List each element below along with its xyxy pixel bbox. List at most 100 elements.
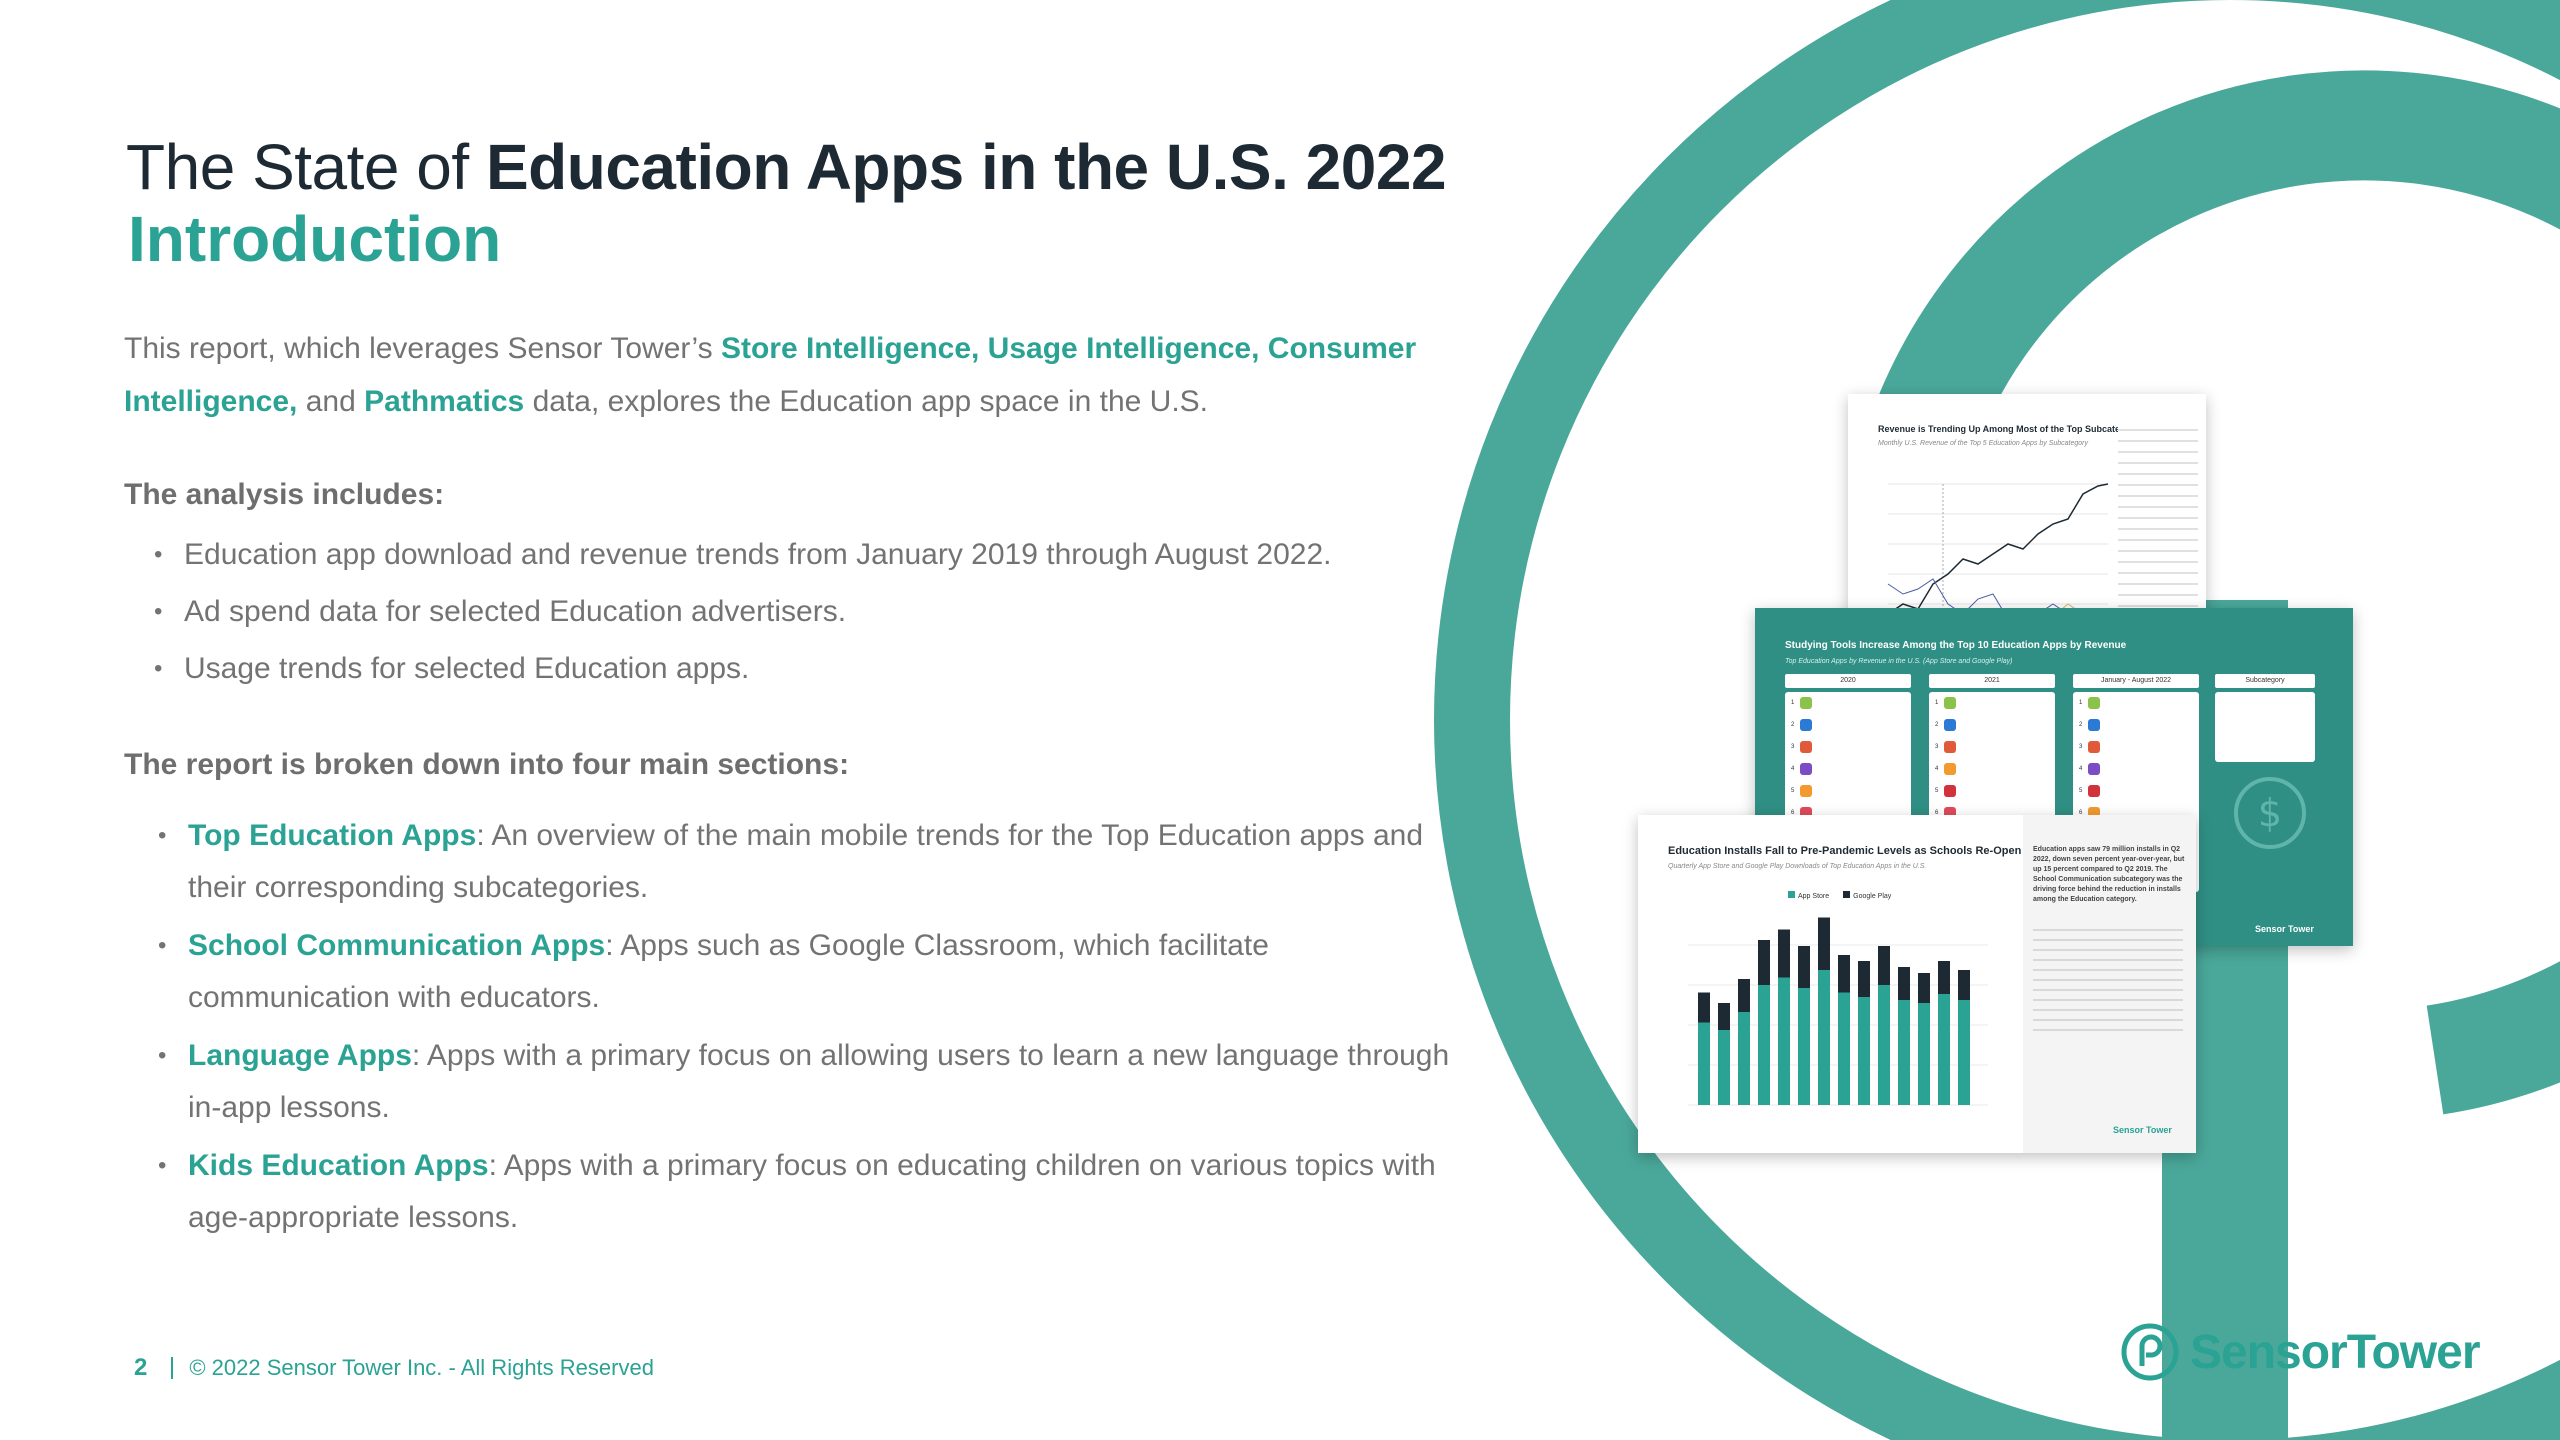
section-name[interactable]: Top Education Apps bbox=[188, 819, 477, 852]
footer-divider bbox=[171, 1357, 174, 1379]
bar-app-store bbox=[1798, 988, 1810, 1105]
table-row: 2 bbox=[1929, 714, 2055, 736]
bar-app-store bbox=[1818, 970, 1830, 1105]
list-item: • Kids Education Apps: Apps with a primar… bbox=[158, 1149, 1436, 1234]
section-name[interactable]: School Communication Apps bbox=[188, 929, 606, 962]
list-item-text: Ad spend data for selected Education adv… bbox=[184, 595, 847, 628]
list-item: • Education app download and revenue tren… bbox=[154, 538, 1332, 571]
bar-google-play bbox=[1798, 946, 1810, 988]
bar-google-play bbox=[1818, 917, 1830, 970]
page-subtitle: Introduction bbox=[128, 203, 502, 275]
bar-app-store bbox=[1758, 985, 1770, 1105]
section-name[interactable]: Language Apps bbox=[188, 1039, 412, 1072]
logo-wordmark: SensorTower bbox=[2190, 1325, 2481, 1379]
copyright-text: © 2022 Sensor Tower Inc. - All Rights Re… bbox=[189, 1355, 654, 1380]
thumbnail-logo: Sensor Tower bbox=[2255, 924, 2314, 934]
sensortower-logo: SensorTower bbox=[2120, 1322, 2481, 1382]
table-row: 4 bbox=[1785, 758, 1911, 780]
table-row: 3 bbox=[2073, 736, 2199, 758]
list-item: • School Communication Apps: Apps such as… bbox=[158, 929, 1269, 1014]
thumbnail-side-text: Education apps saw 79 million installs i… bbox=[2033, 846, 2185, 903]
bar-google-play bbox=[1958, 970, 1970, 1000]
thumbnail-subtitle: Quarterly App Store and Google Play Down… bbox=[1668, 863, 1927, 870]
table-row: 1 bbox=[1929, 692, 2055, 714]
title-emphasis: Education Apps in the U.S. 2022 bbox=[485, 131, 1447, 203]
section-desc: : Apps with a primary focus on allowing … bbox=[188, 1039, 1450, 1124]
bar-google-play bbox=[1878, 946, 1890, 985]
dollar-refresh-icon: $ bbox=[2234, 777, 2306, 849]
bar-app-store bbox=[1918, 1003, 1930, 1105]
subcategory-legend bbox=[2215, 692, 2315, 762]
thumbnail-title: Studying Tools Increase Among the Top 10… bbox=[1785, 640, 2127, 651]
section-desc: : Apps such as Google Classroom, which f… bbox=[188, 929, 1269, 1014]
bar-app-store bbox=[1898, 1000, 1910, 1105]
analysis-list: • Education app download and revenue tren… bbox=[154, 536, 1332, 707]
bar-google-play bbox=[1898, 967, 1910, 1000]
table-row: 1 bbox=[1785, 692, 1911, 714]
bar-app-store bbox=[1838, 992, 1850, 1105]
thumbnail-bar-chart bbox=[1688, 917, 1988, 1106]
thumbnail-subtitle: Top Education Apps by Revenue in the U.S… bbox=[1785, 658, 2013, 665]
bar-app-store bbox=[1778, 977, 1790, 1105]
bar-google-play bbox=[1718, 1003, 1730, 1030]
page-footer: 2 © 2022 Sensor Tower Inc. - All Rights … bbox=[134, 1354, 654, 1382]
list-item-text: Education app download and revenue trend… bbox=[184, 538, 1332, 571]
table-row: 3 bbox=[1785, 736, 1911, 758]
thumbnail-side-panel: Education apps saw 79 million installs i… bbox=[2023, 815, 2196, 1153]
sensortower-logo-icon bbox=[2121, 1323, 2179, 1381]
section-desc: : An overview of the main mobile trends … bbox=[188, 819, 1423, 904]
list-item: • Language Apps: Apps with a primary focu… bbox=[158, 1039, 1450, 1124]
list-item: • Top Education Apps: An overview of the … bbox=[158, 819, 1423, 904]
bar-app-store bbox=[1718, 1030, 1730, 1105]
bar-app-store bbox=[1858, 997, 1870, 1105]
intro-paragraph: This report, which leverages Sensor Towe… bbox=[124, 322, 1424, 428]
bar-app-store bbox=[1938, 994, 1950, 1105]
table-row: 2 bbox=[1785, 714, 1911, 736]
table-row: 4 bbox=[1929, 758, 2055, 780]
thumbnail-title: Education Installs Fall to Pre-Pandemic … bbox=[1668, 845, 2022, 857]
bar-app-store bbox=[1958, 1000, 1970, 1105]
column-header: 2020 bbox=[1785, 674, 1911, 688]
intro-text-1: This report, which leverages Sensor Towe… bbox=[124, 332, 713, 365]
svg-text:$: $ bbox=[2258, 791, 2282, 835]
thumbnail-subtitle: Monthly U.S. Revenue of the Top 5 Educat… bbox=[1878, 440, 2088, 447]
sections-heading: The report is broken down into four main… bbox=[124, 748, 850, 781]
thumbnail-logo: Sensor Tower bbox=[2113, 1125, 2172, 1135]
column-header: January - August 2022 bbox=[2073, 674, 2199, 688]
legend: App Store Google Play bbox=[1788, 891, 1891, 900]
analysis-heading: The analysis includes: bbox=[124, 478, 445, 511]
table-row: 5 bbox=[1785, 780, 1911, 802]
table-row: 3 bbox=[1929, 736, 2055, 758]
column-header: Subcategory bbox=[2215, 674, 2315, 688]
bar-app-store bbox=[1738, 1012, 1750, 1105]
intro-text-2: and bbox=[305, 385, 356, 418]
bar-google-play bbox=[1758, 940, 1770, 985]
title-prefix: The State of bbox=[126, 131, 469, 203]
page-title: The State of Education Apps in the U.S. … bbox=[126, 130, 1447, 204]
column-header: 2021 bbox=[1929, 674, 2055, 688]
table-row: 5 bbox=[2073, 780, 2199, 802]
bar-google-play bbox=[1738, 979, 1750, 1012]
bar-google-play bbox=[1918, 973, 1930, 1003]
intro-text-3: data, explores the Education app space i… bbox=[532, 385, 1209, 418]
legend-item: Google Play bbox=[1843, 891, 1891, 900]
section-name[interactable]: Kids Education Apps bbox=[188, 1149, 489, 1182]
page-number: 2 bbox=[134, 1354, 148, 1381]
list-item: • Ad spend data for selected Education ad… bbox=[154, 595, 847, 628]
table-row: 1 bbox=[2073, 692, 2199, 714]
intro-link-pathmatics[interactable]: Pathmatics bbox=[364, 385, 525, 418]
bar-google-play bbox=[1778, 929, 1790, 978]
table-row: 2 bbox=[2073, 714, 2199, 736]
bar-google-play bbox=[1938, 961, 1950, 994]
bar-app-store bbox=[1698, 1022, 1710, 1105]
section-desc: : Apps with a primary focus on educating… bbox=[188, 1149, 1436, 1234]
bar-app-store bbox=[1878, 985, 1890, 1105]
intro-link-intelligence[interactable]: Store Intelligence, Usage Intelligence, … bbox=[124, 332, 1417, 418]
table-row: 4 bbox=[2073, 758, 2199, 780]
bar-google-play bbox=[1838, 955, 1850, 993]
thumbnail-installs-chart: Education Installs Fall to Pre-Pandemic … bbox=[1638, 815, 2196, 1153]
bar-google-play bbox=[1698, 992, 1710, 1023]
legend-item: App Store bbox=[1788, 891, 1829, 900]
thumbnail-title: Revenue is Trending Up Among Most of the… bbox=[1878, 424, 2148, 434]
sections-list: • Top Education Apps: An overview of the … bbox=[158, 810, 1458, 1250]
